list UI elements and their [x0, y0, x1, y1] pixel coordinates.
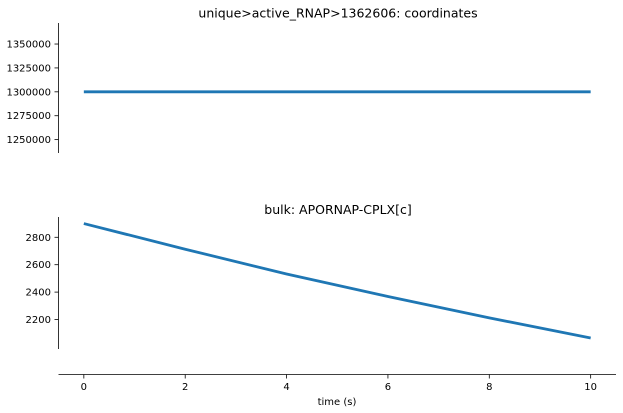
bottom-y-tick-label: 2400	[26, 288, 51, 299]
bottom-x-tick-label: 4	[283, 382, 289, 393]
bottom-y-tick-label: 2200	[26, 315, 51, 326]
x-axis-label: time (s)	[318, 397, 357, 408]
top-panel: unique>active_RNAP>1362606: coordinates …	[6, 6, 591, 153]
top-panel-title: unique>active_RNAP>1362606: coordinates	[198, 6, 477, 21]
top-y-tick-label: 1275000	[6, 111, 51, 122]
bottom-x-tick-label: 6	[385, 382, 391, 393]
bottom-y-tick-label: 2800	[26, 233, 51, 244]
bottom-y-tick-label: 2600	[26, 260, 51, 271]
top-panel-y-ticks: 1250000 1275000 1300000 1325000 1350000	[6, 40, 59, 146]
top-y-tick-label: 1350000	[6, 40, 51, 51]
bottom-panel-y-ticks: 2200 2400 2600 2800	[26, 233, 59, 326]
bottom-panel-x-ticks: 0 2 4 6 8 10	[81, 374, 597, 393]
bottom-x-tick-label: 10	[584, 382, 597, 393]
top-y-tick-label: 1300000	[6, 87, 51, 98]
top-y-tick-label: 1250000	[6, 135, 51, 146]
top-y-tick-label: 1325000	[6, 63, 51, 74]
bottom-panel-title: bulk: APORNAP-CPLX[c]	[264, 202, 411, 217]
bottom-x-tick-label: 2	[182, 382, 188, 393]
bottom-x-tick-label: 0	[81, 382, 87, 393]
bottom-panel: bulk: APORNAP-CPLX[c] 2200 2400 2600 2800 0…	[26, 202, 616, 408]
bottom-panel-series-line	[83, 222, 591, 340]
bottom-x-tick-label: 8	[486, 382, 492, 393]
